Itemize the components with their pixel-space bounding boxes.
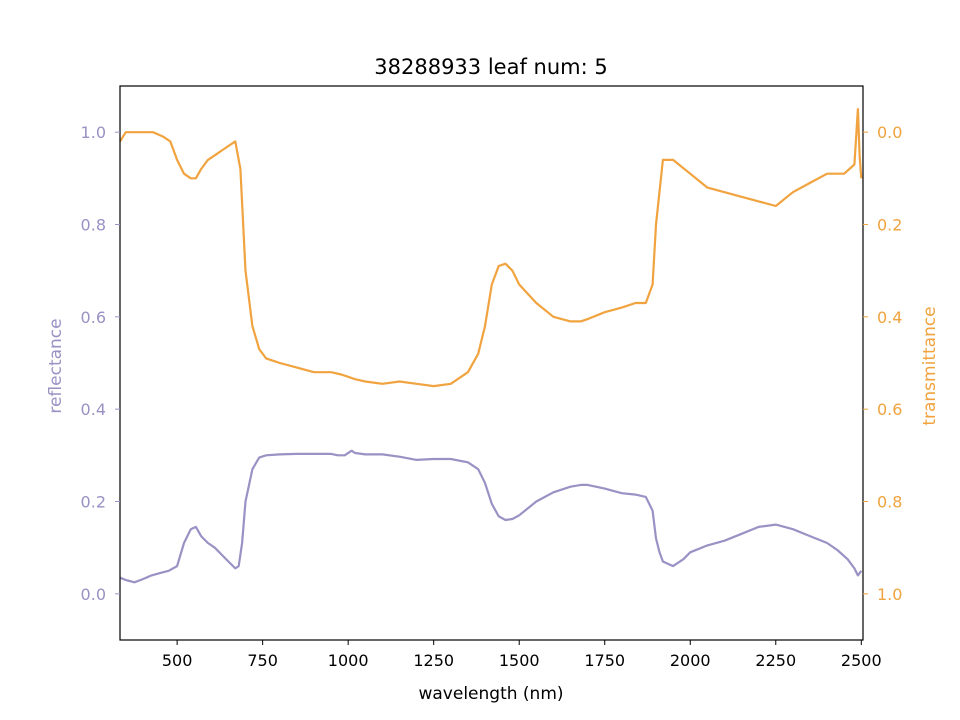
x-axis-label: wavelength (nm) (418, 684, 563, 704)
y-tick-label-left: 0.2 (81, 493, 106, 512)
y-tick-label-right: 1.0 (877, 585, 902, 604)
x-tick-label: 2500 (841, 651, 882, 670)
x-tick-label: 1250 (413, 651, 454, 670)
y-tick-label-right: 0.4 (877, 308, 902, 327)
y-tick-label-right: 0.0 (877, 123, 902, 142)
y-tick-label-left: 0.4 (81, 400, 106, 419)
y-axis-label-left: reflectance (46, 318, 66, 413)
y-tick-label-right: 0.8 (877, 493, 902, 512)
reflectance-series-line (119, 449, 863, 584)
y-tick-label-left: 0.0 (81, 585, 106, 604)
y-tick-label-right: 0.2 (877, 216, 902, 235)
y-axis-label-right: transmittance (920, 306, 940, 425)
x-tick-label: 750 (247, 651, 278, 670)
y-tick-label-right: 0.6 (877, 400, 902, 419)
x-tick-label: 1750 (584, 651, 625, 670)
x-tick-label: 1500 (499, 651, 540, 670)
x-tick-label: 1000 (328, 651, 369, 670)
x-tick-label: 500 (162, 651, 193, 670)
y-tick-label-left: 0.8 (81, 216, 106, 235)
x-tick-label: 2250 (755, 651, 796, 670)
y-tick-label-left: 0.6 (81, 308, 106, 327)
plot-frame (119, 85, 864, 641)
x-tick-label: 2000 (670, 651, 711, 670)
transmittance-series-line (119, 108, 863, 388)
y-tick-label-left: 1.0 (81, 123, 106, 142)
chart-title: 38288933 leaf num: 5 (374, 55, 607, 79)
